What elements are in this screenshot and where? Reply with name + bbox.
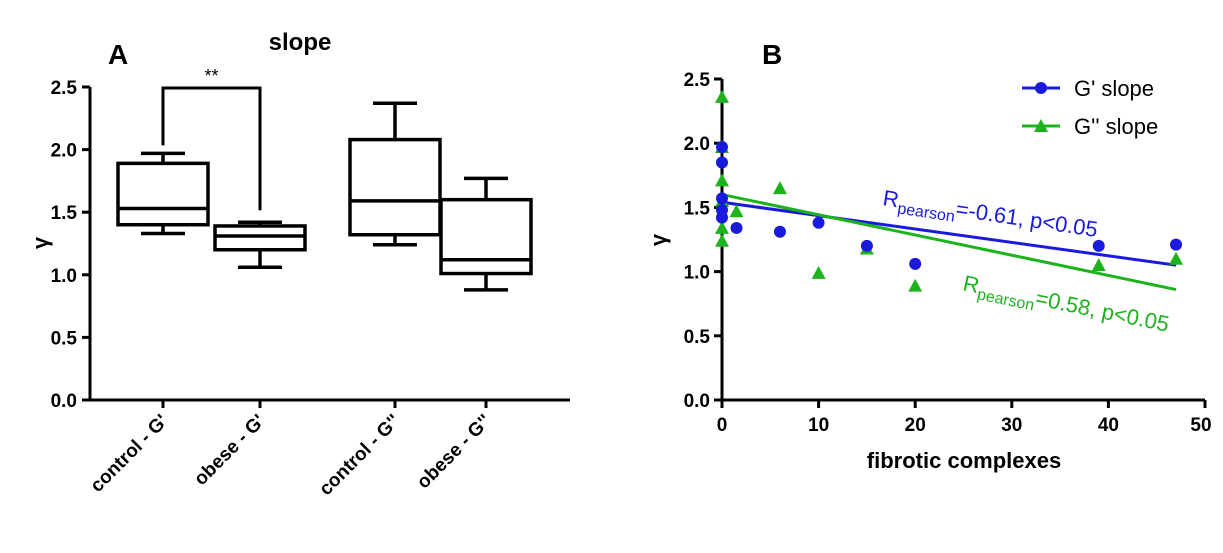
panel-b-scatter-plot: B γ fibrotic complexes 0.0 0.5 1.0 1.5 2.0 2.… <box>646 39 1212 473</box>
point-series-1 <box>715 173 729 187</box>
panel-b-x-tick-label: 0 <box>717 415 728 436</box>
point-series-0 <box>716 141 728 154</box>
point-series-0 <box>730 221 743 234</box>
point-series-0 <box>909 257 922 270</box>
point-series-0 <box>812 216 825 229</box>
point-series-1 <box>715 89 729 103</box>
panel-a-boxes <box>116 101 533 292</box>
significance-label: ** <box>204 66 218 86</box>
panel-b-axes: 0.0 0.5 1.0 1.5 2.0 2.5 0 10 20 30 40 50 <box>684 70 1212 436</box>
panel-a-x-tick-label: obese - G'' <box>413 411 495 493</box>
panel-b-y-tick-label: 2.5 <box>684 70 711 91</box>
panel-a-x-tick-label: control - G' <box>87 411 173 497</box>
significance-bracket: ** <box>161 66 262 211</box>
point-series-1 <box>1091 258 1106 272</box>
fit-lines <box>721 193 1177 292</box>
point-series-0 <box>716 156 728 169</box>
point-series-0 <box>773 225 786 238</box>
panel-b-x-tick-label: 20 <box>905 415 926 436</box>
panel-b-y-tick-label: 0.0 <box>684 391 710 412</box>
box-body <box>213 224 307 252</box>
panel-a-y-axis-title: γ <box>28 236 53 249</box>
point-series-0 <box>1170 238 1183 251</box>
point-series-1 <box>908 278 923 292</box>
panel-b-x-axis-title: fibrotic complexes <box>867 448 1061 473</box>
point-series-0 <box>1092 239 1105 252</box>
panel-b-y-tick-label: 2.0 <box>684 134 710 155</box>
box-body <box>348 137 442 237</box>
point-series-1 <box>1169 251 1184 265</box>
legend-marker-1 <box>1034 119 1048 132</box>
panel-a-y-tick-label: 0.0 <box>51 391 77 412</box>
panel-a-y-tick-label: 2.5 <box>51 78 78 99</box>
fit-line-1 <box>721 193 1177 292</box>
fit-line-0 <box>721 200 1177 267</box>
box-2 <box>348 101 442 247</box>
point-series-1 <box>772 181 787 195</box>
point-series-0 <box>716 211 728 224</box>
panel-b-x-tick-label: 40 <box>1098 415 1119 436</box>
legend: G' slope G'' slope <box>1022 76 1158 139</box>
panel-b-x-tick-label: 30 <box>1001 415 1022 436</box>
box-1 <box>213 220 307 270</box>
annotation-subscript: pearson <box>896 200 956 225</box>
point-series-1 <box>715 220 729 234</box>
scatter-points <box>715 89 1184 292</box>
legend-marker-0 <box>1035 82 1047 94</box>
annotation-r: R <box>881 185 900 212</box>
annotation-value: =-0.61, p<0.05 <box>954 196 1099 242</box>
panel-a-label: A <box>108 39 128 70</box>
box-0 <box>116 151 210 236</box>
panel-b-x-tick-label: 10 <box>808 415 829 436</box>
panel-b-x-tick-label: 50 <box>1190 415 1211 436</box>
panel-a-y-tick-label: 2.0 <box>51 141 77 162</box>
significance-line <box>161 86 262 211</box>
panel-a-y-tick-label: 1.5 <box>51 203 78 224</box>
legend-label-1: G'' slope <box>1074 114 1158 139</box>
panel-a-box-plot: A slope γ 0.0 0.5 1.0 1.5 2.0 2.5 control - G'… <box>28 29 570 500</box>
point-series-0 <box>716 192 728 205</box>
annotation-subscript: pearson <box>976 286 1036 314</box>
box-3 <box>439 176 533 292</box>
panel-a-x-tick-label: control - G'' <box>315 411 404 500</box>
panel-a-y-tick-label: 1.0 <box>51 266 77 287</box>
annotation-value: =0.58, p<0.05 <box>1033 285 1171 337</box>
panel-a-x-tick-label: obese - G' <box>190 411 269 490</box>
point-series-1 <box>729 204 744 218</box>
panel-b-y-tick-label: 0.5 <box>684 327 711 348</box>
point-series-1 <box>811 265 826 279</box>
panel-b-y-tick-label: 1.5 <box>684 198 711 219</box>
point-series-1 <box>715 233 729 247</box>
panel-a-title: slope <box>269 29 332 56</box>
box-body <box>116 161 210 227</box>
panel-b-label: B <box>762 39 782 70</box>
box-body <box>439 197 533 276</box>
panel-a-y-tick-label: 0.5 <box>51 328 78 349</box>
point-series-0 <box>860 239 873 252</box>
annotation-r: R <box>961 270 982 298</box>
panel-b-y-tick-label: 1.0 <box>684 263 710 284</box>
legend-label-0: G' slope <box>1074 76 1154 101</box>
panel-b-y-axis-title: γ <box>646 233 671 246</box>
annotation-series-0: Rpearson=-0.61, p<0.05 <box>881 185 1100 247</box>
